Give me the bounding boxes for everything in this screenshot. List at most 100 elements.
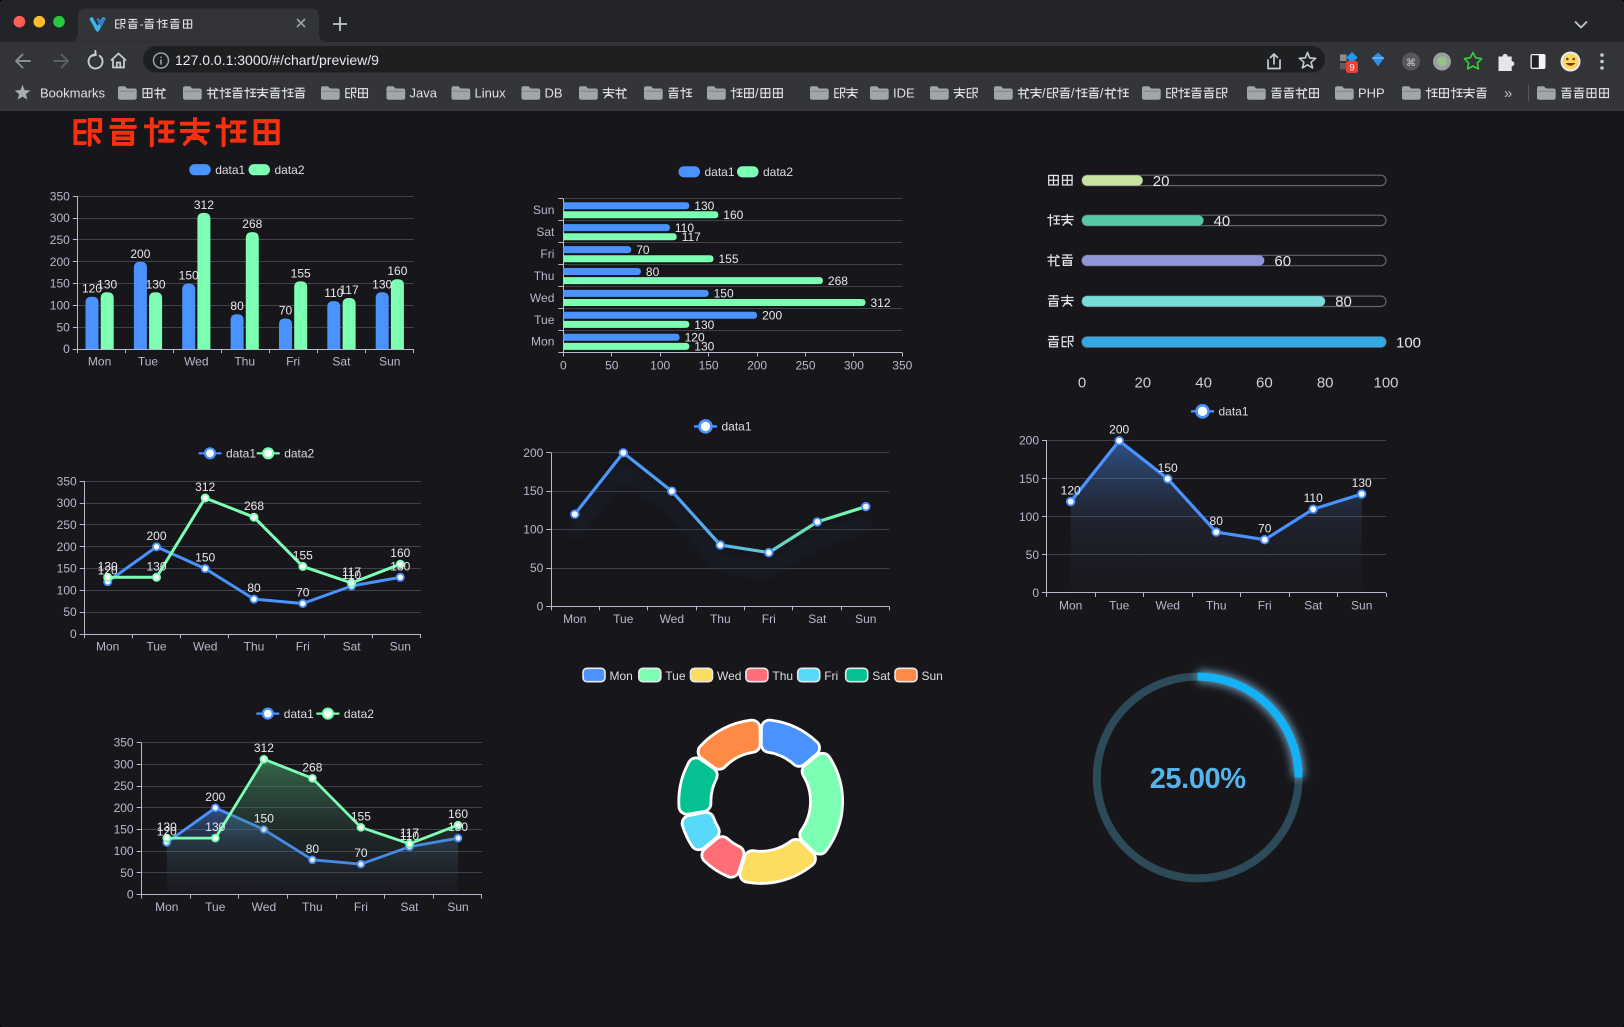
svg-text:117: 117	[340, 283, 359, 297]
svg-text:data2: data2	[284, 447, 314, 461]
svg-text:150: 150	[114, 823, 134, 837]
svg-text:Thu: Thu	[244, 640, 265, 654]
svg-text:100: 100	[650, 359, 670, 373]
svg-text:200: 200	[114, 801, 134, 815]
svg-text:120: 120	[82, 282, 102, 296]
svg-text:110: 110	[342, 568, 361, 582]
svg-text:120: 120	[157, 825, 177, 839]
svg-text:Fri: Fri	[286, 355, 300, 369]
svg-text:127.0.0.1:3000/#/chart/preview: 127.0.0.1:3000/#/chart/preview/9	[175, 52, 379, 68]
svg-text:Mon: Mon	[531, 335, 554, 349]
svg-text:150: 150	[254, 812, 274, 826]
svg-text:Tue: Tue	[1109, 599, 1130, 613]
svg-text:70: 70	[279, 304, 293, 318]
svg-text:160: 160	[390, 546, 410, 560]
svg-text:Fri: Fri	[1258, 599, 1272, 613]
svg-text:Sat: Sat	[1304, 599, 1323, 613]
svg-text:200: 200	[1109, 423, 1129, 437]
svg-text:130: 130	[390, 559, 410, 573]
svg-text:155: 155	[293, 548, 313, 562]
svg-text:80: 80	[1335, 294, 1352, 311]
svg-text:data2: data2	[344, 707, 374, 721]
svg-text:130: 130	[146, 277, 166, 291]
svg-text:data1: data1	[226, 447, 256, 461]
svg-text:Fri: Fri	[354, 900, 368, 914]
svg-text:Wed: Wed	[184, 355, 208, 369]
svg-text:40: 40	[1195, 375, 1212, 392]
svg-text:150: 150	[1158, 461, 1178, 475]
svg-text:Wed: Wed	[193, 640, 217, 654]
svg-text:Sun: Sun	[379, 355, 400, 369]
svg-text:250: 250	[795, 359, 815, 373]
svg-text:200: 200	[747, 359, 767, 373]
svg-text:Sat: Sat	[808, 612, 827, 626]
svg-text:Linux: Linux	[475, 86, 507, 101]
svg-text:⌘: ⌘	[1406, 58, 1416, 69]
svg-text:data2: data2	[275, 163, 305, 177]
svg-text:Fri: Fri	[762, 612, 776, 626]
svg-text:80: 80	[1210, 514, 1224, 528]
svg-text:200: 200	[523, 446, 543, 460]
svg-text:312: 312	[254, 741, 274, 755]
svg-text:0: 0	[560, 359, 567, 373]
svg-text:130: 130	[1352, 476, 1372, 490]
svg-text:50: 50	[120, 866, 134, 880]
svg-text:0: 0	[70, 627, 77, 641]
svg-text:130: 130	[97, 277, 117, 291]
svg-text:150: 150	[1019, 472, 1039, 486]
svg-text:Sun: Sun	[1351, 599, 1372, 613]
svg-text:80: 80	[646, 265, 660, 279]
svg-text:350: 350	[114, 736, 134, 750]
svg-text:Fri: Fri	[540, 247, 554, 261]
svg-text:130: 130	[448, 820, 468, 834]
svg-text:Tue: Tue	[138, 355, 159, 369]
svg-text:130: 130	[694, 340, 714, 354]
svg-text:130: 130	[372, 277, 392, 291]
svg-text:200: 200	[57, 540, 77, 554]
svg-text:350: 350	[892, 359, 912, 373]
svg-text:150: 150	[50, 277, 70, 291]
svg-text:110: 110	[675, 221, 694, 235]
svg-text:0: 0	[1078, 375, 1086, 392]
svg-text:Thu: Thu	[772, 669, 793, 683]
svg-text:130: 130	[205, 820, 225, 834]
svg-text:25.00%: 25.00%	[1150, 763, 1247, 795]
svg-text:Sat: Sat	[536, 225, 555, 239]
svg-text:Mon: Mon	[155, 900, 178, 914]
svg-text:155: 155	[351, 809, 371, 823]
svg-text:Bookmarks: Bookmarks	[40, 86, 106, 101]
svg-text:data1: data1	[215, 163, 245, 177]
svg-text:120: 120	[98, 564, 118, 578]
svg-text:Thu: Thu	[710, 612, 731, 626]
svg-text:Wed: Wed	[1155, 599, 1179, 613]
svg-text:Tue: Tue	[534, 313, 555, 327]
svg-text:100: 100	[50, 298, 70, 312]
svg-text:160: 160	[387, 264, 407, 278]
svg-text:100: 100	[523, 523, 543, 537]
svg-text:0: 0	[127, 888, 134, 902]
svg-text:0: 0	[1032, 586, 1039, 600]
svg-text:150: 150	[714, 287, 734, 301]
svg-text:Tue: Tue	[146, 640, 167, 654]
svg-text:0: 0	[63, 342, 70, 356]
svg-text:Wed: Wed	[252, 900, 276, 914]
svg-text:/: /	[1071, 86, 1075, 101]
svg-text:Mon: Mon	[88, 355, 111, 369]
svg-text:160: 160	[723, 208, 743, 222]
svg-text:250: 250	[50, 233, 70, 247]
svg-text:312: 312	[195, 480, 215, 494]
svg-text:50: 50	[63, 605, 77, 619]
svg-text:9: 9	[1349, 63, 1354, 74]
svg-text:200: 200	[205, 790, 225, 804]
svg-text:200: 200	[762, 309, 782, 323]
svg-text:data1: data1	[284, 707, 314, 721]
svg-text:150: 150	[179, 269, 199, 283]
svg-text:300: 300	[114, 757, 134, 771]
svg-text:268: 268	[242, 217, 262, 231]
svg-text:50: 50	[1026, 548, 1040, 562]
svg-text:50: 50	[605, 359, 619, 373]
svg-text:Sat: Sat	[872, 669, 891, 683]
svg-text:Sun: Sun	[855, 612, 876, 626]
svg-text:160: 160	[448, 807, 468, 821]
svg-text:300: 300	[57, 496, 77, 510]
